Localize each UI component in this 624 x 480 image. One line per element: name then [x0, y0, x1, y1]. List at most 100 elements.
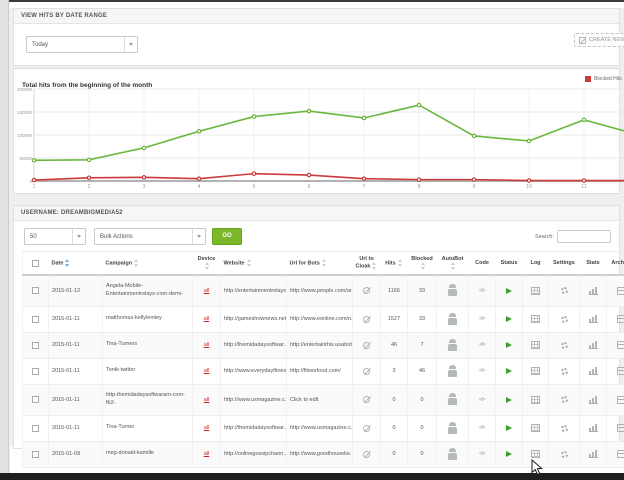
android-icon[interactable]: [448, 338, 457, 351]
gear-icon[interactable]: [560, 287, 568, 295]
column-header-campaign[interactable]: Campaign: [102, 251, 193, 276]
android-icon[interactable]: [448, 447, 457, 460]
row-checkbox[interactable]: [32, 341, 39, 349]
column-header-device[interactable]: Device: [192, 251, 221, 276]
android-icon[interactable]: [448, 421, 457, 434]
bar-chart-icon[interactable]: [588, 450, 598, 459]
bulk-actions-select[interactable]: Bulk Actions: [94, 228, 206, 245]
row-checkbox[interactable]: [32, 450, 39, 458]
sort-icon[interactable]: [372, 262, 377, 270]
code-icon[interactable]: </>: [479, 316, 485, 323]
row-checkbox[interactable]: [32, 315, 39, 323]
code-icon[interactable]: </>: [479, 451, 485, 458]
sort-icon[interactable]: [397, 259, 403, 267]
play-icon[interactable]: [506, 287, 512, 294]
bar-chart-icon[interactable]: [588, 367, 598, 376]
column-header-autobot[interactable]: AutoBot: [436, 251, 469, 276]
gear-icon[interactable]: [560, 396, 568, 404]
column-header-label: Campaign: [105, 260, 133, 267]
bar-chart-icon[interactable]: [588, 286, 598, 295]
sort-icon[interactable]: [420, 262, 426, 270]
play-icon[interactable]: [506, 368, 512, 375]
row-checkbox[interactable]: [32, 287, 39, 295]
page-size-select[interactable]: 50: [24, 228, 86, 245]
ban-icon[interactable]: [363, 450, 370, 458]
row-checkbox[interactable]: [32, 367, 39, 375]
gear-icon[interactable]: [560, 315, 568, 323]
archive-box-icon[interactable]: [617, 341, 624, 350]
code-icon[interactable]: </>: [479, 396, 485, 403]
play-icon[interactable]: [506, 316, 512, 323]
device-link[interactable]: all: [203, 368, 210, 375]
log-grid-icon[interactable]: [531, 395, 540, 404]
archive-box-icon[interactable]: [617, 450, 624, 459]
ban-icon[interactable]: [363, 341, 370, 349]
log-grid-icon[interactable]: [531, 315, 540, 324]
gear-icon[interactable]: [560, 367, 568, 375]
play-icon[interactable]: [506, 425, 512, 432]
gear-icon[interactable]: [560, 341, 568, 349]
archive-box-icon[interactable]: [617, 424, 624, 433]
sort-icon[interactable]: [134, 259, 139, 267]
android-icon[interactable]: [448, 284, 457, 297]
sort-icon[interactable]: [451, 262, 456, 270]
column-header-hits[interactable]: Hits: [380, 251, 408, 276]
sort-icon[interactable]: [321, 259, 327, 267]
log-grid-icon[interactable]: [531, 341, 540, 350]
ban-icon[interactable]: [363, 367, 370, 375]
ban-icon[interactable]: [363, 315, 370, 323]
log-grid-icon[interactable]: [531, 367, 540, 376]
play-icon[interactable]: [506, 342, 512, 349]
android-icon[interactable]: [448, 393, 457, 406]
device-link[interactable]: all: [203, 451, 210, 458]
archive-box-icon[interactable]: [617, 315, 624, 324]
row-checkbox[interactable]: [32, 396, 39, 404]
device-link[interactable]: all: [203, 316, 210, 323]
ban-icon[interactable]: [363, 396, 370, 404]
archive-box-icon[interactable]: [617, 395, 624, 404]
bar-chart-icon[interactable]: [588, 341, 598, 350]
column-header-url-to-cloak[interactable]: Url to Cloak: [352, 251, 381, 276]
play-cell: [495, 415, 523, 442]
android-icon[interactable]: [448, 312, 457, 325]
bar-chart-icon[interactable]: [588, 395, 598, 404]
archive-box-icon[interactable]: [617, 367, 624, 376]
code-icon[interactable]: </>: [479, 368, 485, 375]
gear-icon[interactable]: [560, 424, 568, 432]
sort-icon[interactable]: [246, 259, 252, 267]
log-grid-icon[interactable]: [531, 424, 540, 433]
android-icon[interactable]: [448, 364, 457, 377]
device-link[interactable]: all: [203, 342, 210, 349]
device-link[interactable]: all: [203, 425, 210, 432]
search-input[interactable]: [557, 230, 611, 243]
code-icon[interactable]: </>: [479, 342, 485, 349]
bar-chart-icon[interactable]: [588, 315, 598, 324]
ban-icon[interactable]: [363, 287, 370, 295]
date-range-select[interactable]: Today: [26, 36, 138, 53]
campaign-cell: Tina-Turner: [102, 415, 193, 442]
sort-icon[interactable]: [205, 262, 210, 270]
bar-chart-icon[interactable]: [588, 424, 598, 433]
column-header-website[interactable]: Website: [220, 251, 287, 276]
code-icon[interactable]: </>: [479, 425, 485, 432]
archive-box-icon[interactable]: [617, 286, 624, 295]
log-grid-icon[interactable]: [531, 450, 540, 459]
code-icon[interactable]: </>: [479, 287, 485, 294]
gear-cell: [548, 332, 580, 359]
select-all-checkbox[interactable]: [32, 259, 40, 267]
column-header-blocked[interactable]: Blocked: [407, 251, 437, 276]
create-new-campaign-button[interactable]: CREATE NEW CAMPAIGN: [574, 33, 624, 47]
sort-icon[interactable]: [65, 259, 70, 267]
ban-icon[interactable]: [363, 424, 370, 432]
log-grid-icon[interactable]: [531, 286, 540, 295]
play-icon[interactable]: [506, 396, 512, 403]
column-header-url-for-bots[interactable]: Url for Bots: [286, 251, 353, 276]
row-checkbox[interactable]: [32, 424, 39, 432]
table-row: 2015-01-11 Tina-Turners all http://themidad…: [22, 332, 624, 359]
column-header-date[interactable]: Date: [48, 251, 103, 276]
gear-icon[interactable]: [560, 450, 568, 458]
device-link[interactable]: all: [203, 287, 210, 294]
play-icon[interactable]: [506, 451, 512, 458]
device-link[interactable]: all: [203, 396, 210, 403]
go-button[interactable]: GO: [212, 228, 242, 245]
